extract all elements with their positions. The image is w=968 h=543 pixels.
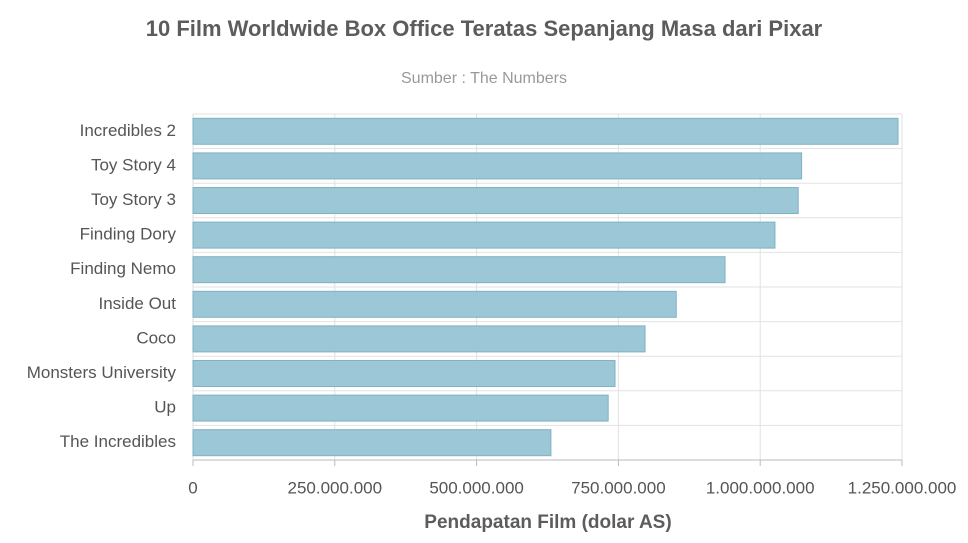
bar	[192, 117, 899, 145]
y-tick-label: The Incredibles	[60, 432, 176, 451]
bar	[192, 290, 677, 318]
bar	[192, 221, 776, 249]
bar	[192, 325, 646, 353]
bar	[192, 429, 552, 457]
bar	[192, 360, 616, 387]
x-tick-label: 500.000.000	[429, 478, 524, 497]
y-tick-label: Toy Story 4	[91, 155, 176, 174]
x-axis-title: Pendapatan Film (dolar AS)	[424, 512, 671, 533]
chart-subtitle: Sumber : The Numbers	[401, 70, 567, 87]
bar	[192, 394, 609, 422]
y-tick-label: Coco	[136, 328, 176, 347]
y-tick-label: Finding Nemo	[70, 259, 176, 278]
bar	[192, 152, 803, 180]
chart-title: 10 Film Worldwide Box Office Teratas Sep…	[146, 16, 823, 41]
x-tick-label: 750.000.000	[571, 478, 666, 497]
y-tick-label: Monsters University	[27, 363, 177, 382]
y-tick-label: Incredibles 2	[80, 121, 176, 140]
bar	[192, 187, 799, 214]
y-tick-label: Toy Story 3	[91, 190, 176, 209]
x-tick-label: 0	[188, 478, 197, 497]
y-tick-label: Finding Dory	[80, 225, 177, 244]
y-tick-label: Up	[154, 398, 176, 417]
bar	[192, 256, 726, 284]
y-tick-label: Inside Out	[99, 294, 177, 313]
x-tick-label: 250.000.000	[288, 478, 383, 497]
x-tick-label: 1.000.000.000	[706, 478, 815, 497]
x-tick-label: 1.250.000.000	[848, 478, 957, 497]
